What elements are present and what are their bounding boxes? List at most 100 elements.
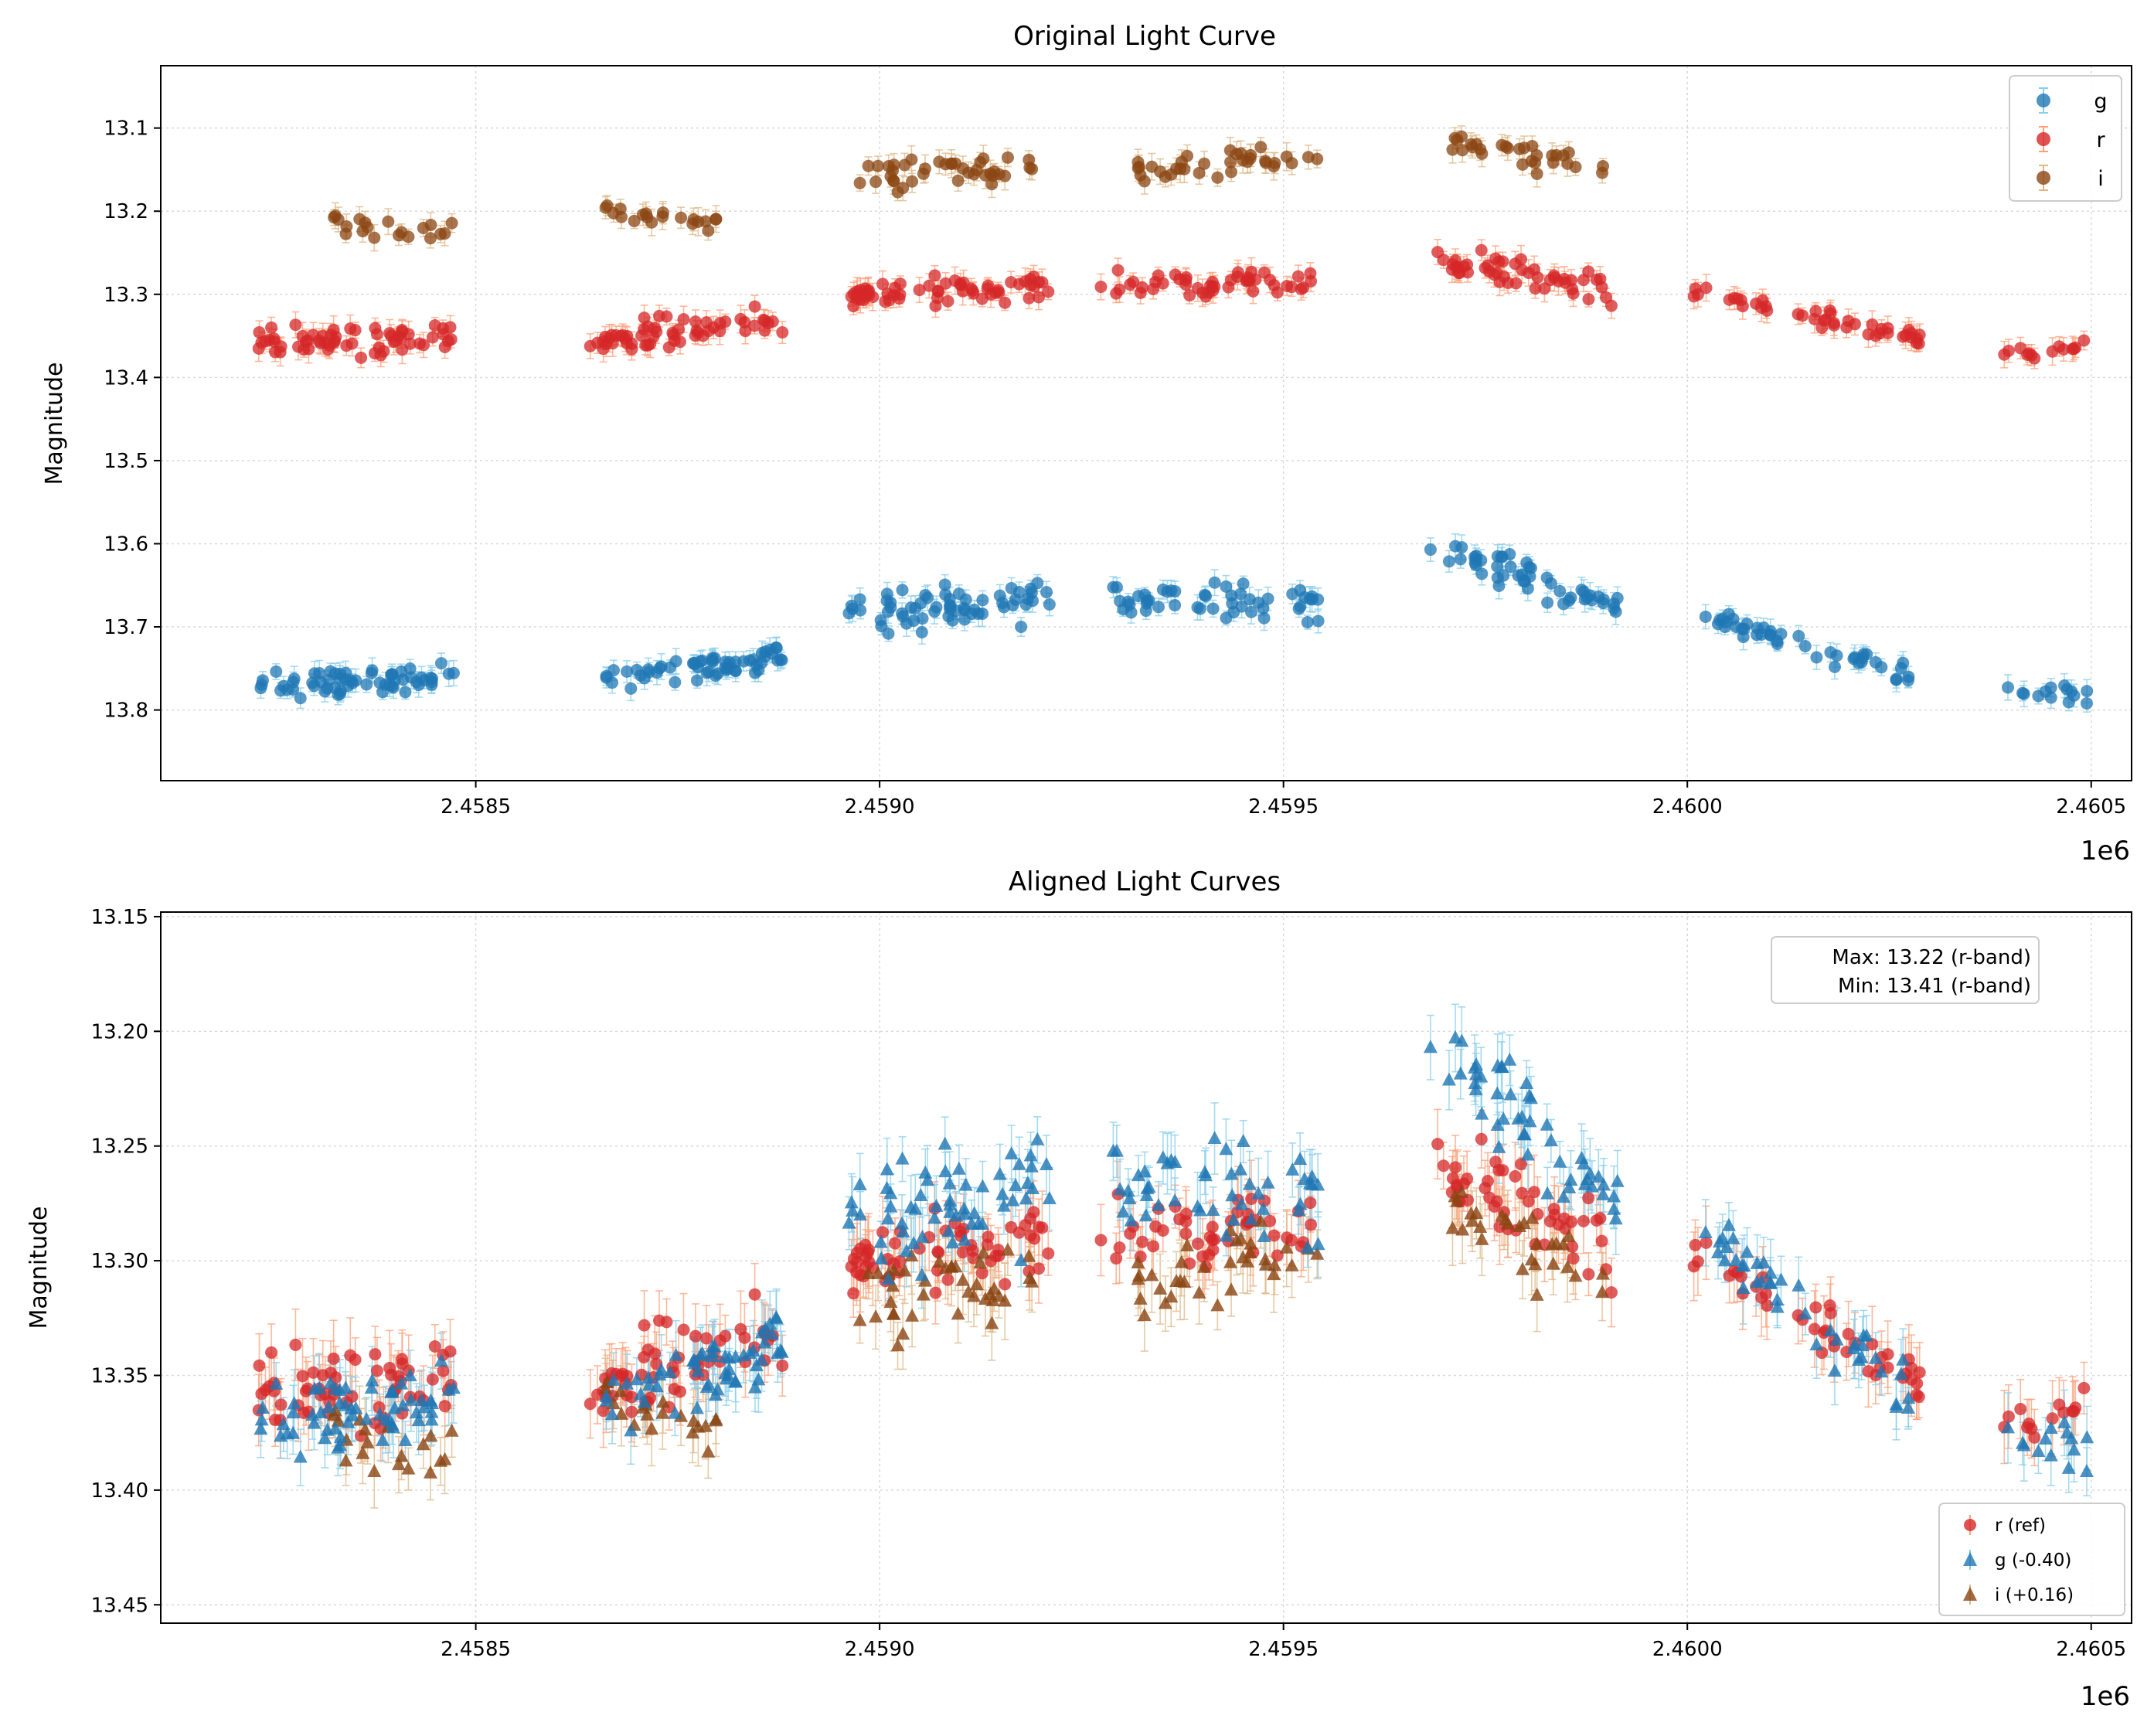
point-i <box>656 206 669 220</box>
point-g <box>1894 662 1907 675</box>
point-g <box>1544 577 1557 590</box>
point-g <box>1792 629 1805 642</box>
point-i <box>328 211 341 224</box>
point-g <box>1563 594 1576 607</box>
point-g <box>1718 621 1731 634</box>
point-r <box>1496 255 1509 268</box>
point-r <box>1869 329 1882 342</box>
point-g <box>2002 681 2015 694</box>
point-r <box>1727 291 1741 305</box>
point-i <box>1223 144 1237 157</box>
point-g <box>1609 605 1622 618</box>
point-g <box>755 656 768 669</box>
point-i <box>1547 156 1560 169</box>
point-g <box>425 676 438 689</box>
point-r <box>1036 276 1049 289</box>
point-r <box>1281 279 1294 292</box>
point-g <box>256 674 269 687</box>
point-g <box>1025 587 1038 600</box>
point-g <box>690 674 703 687</box>
point-i <box>917 167 930 180</box>
point-r <box>340 339 353 352</box>
point-g <box>1611 591 1624 604</box>
point-g <box>1518 575 1531 588</box>
data-points <box>252 130 2094 710</box>
point-i <box>599 201 612 214</box>
point-r <box>253 325 266 339</box>
point-i <box>361 221 374 234</box>
point-r <box>879 295 892 308</box>
point-g <box>1755 628 1768 641</box>
point-g <box>959 593 972 606</box>
point-r <box>265 321 278 334</box>
point-r <box>734 312 747 325</box>
point-r <box>417 339 430 352</box>
point-r <box>298 343 311 356</box>
point-g <box>930 601 943 614</box>
point-g <box>360 678 373 691</box>
point-r <box>702 325 715 338</box>
point-g <box>1225 589 1238 602</box>
point-r <box>1271 286 1284 299</box>
point-g <box>897 610 910 623</box>
y-tick-label: 13.6 <box>104 533 148 556</box>
point-g <box>1237 577 1250 591</box>
point-i <box>1456 144 1469 157</box>
point-r <box>1529 282 1542 295</box>
point-g <box>1191 601 1204 614</box>
point-r <box>344 322 357 335</box>
point-r <box>689 315 702 328</box>
point-g <box>759 645 772 659</box>
point-g <box>669 676 682 689</box>
point-g <box>1475 553 1488 567</box>
point-g <box>624 682 638 695</box>
point-g <box>434 657 447 670</box>
point-g <box>318 685 332 698</box>
legend-label: i <box>2098 167 2104 191</box>
point-g <box>1541 596 1554 609</box>
point-g <box>415 671 428 684</box>
point-g <box>1312 614 1325 628</box>
point-r <box>644 338 657 351</box>
point-r <box>1264 274 1277 287</box>
point-r <box>1110 287 1123 300</box>
point-r <box>758 324 771 337</box>
point-r <box>776 326 789 339</box>
point-g <box>404 671 417 684</box>
point-i <box>368 231 381 244</box>
point-g <box>1261 592 1274 605</box>
point-g <box>700 666 713 679</box>
point-g <box>1220 611 1233 625</box>
point-g <box>1449 540 1462 553</box>
point-r <box>854 284 867 297</box>
legend: g r i <box>2009 75 2122 202</box>
y-tick-label: 13.2 <box>104 200 148 223</box>
point-g <box>1015 620 1028 633</box>
point-r <box>1032 291 1045 304</box>
point-r <box>932 284 945 298</box>
point-g <box>2081 685 2094 698</box>
point-r <box>1815 321 1829 334</box>
point-i <box>702 224 715 237</box>
point-r <box>1179 278 1193 291</box>
point-g <box>2017 687 2030 700</box>
point-g <box>1206 602 1220 615</box>
point-r <box>1127 275 1140 288</box>
point-r <box>1475 243 1488 257</box>
point-r <box>748 319 761 332</box>
point-r <box>1761 304 1774 317</box>
point-g <box>884 596 897 609</box>
point-r <box>691 326 704 339</box>
point-g <box>1798 640 1812 653</box>
point-i <box>1302 151 1315 164</box>
point-r <box>2077 334 2091 347</box>
point-g <box>854 604 867 617</box>
point-r <box>966 284 979 298</box>
point-r <box>1538 282 1551 295</box>
point-r <box>1005 276 1018 289</box>
point-g <box>288 672 301 686</box>
point-g <box>333 687 346 700</box>
x-tick-label: 2.4600 <box>1652 795 1723 819</box>
point-r <box>274 340 288 353</box>
point-r <box>1023 291 1036 305</box>
